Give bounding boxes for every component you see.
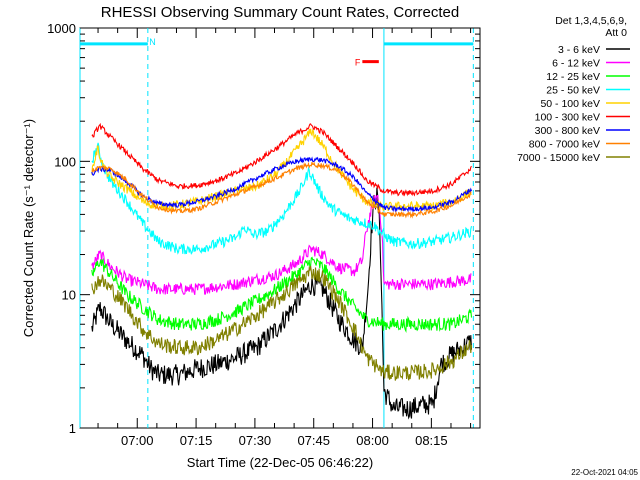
legend-entry-label: 100 - 300 keV [535,112,600,124]
y-axis-label: Corrected Count Rate (s⁻¹ detector⁻¹) [21,119,36,337]
series-line-2 [91,256,473,333]
x-axis-label: Start Time (22-Dec-05 06:46:22) [187,455,373,470]
series-line-1 [91,194,472,295]
legend-header-0: Det 1,3,4,5,6,9, [555,15,627,27]
x-tick-label: 08:15 [415,433,448,448]
legend: Det 1,3,4,5,6,9,Att 0 3 - 6 keV 6 - 12 keV… [517,15,630,164]
axes: 1 10 100 1000 07:00 07:15 07:30 07:45 08:00 08:15 [47,21,480,448]
chart-marks: NF [79,28,474,428]
series-line-5 [91,122,472,197]
x-tick-label: 07:30 [239,433,272,448]
series-line-3 [91,142,473,255]
legend-entry-label: 50 - 100 keV [540,98,600,110]
x-tick-label: 07:45 [297,433,330,448]
legend-entry-label: 300 - 800 keV [535,125,600,137]
legend-entry-label: 6 - 12 keV [552,58,600,70]
legend-entry-label: 12 - 25 keV [546,71,600,83]
legend-entry-label: 7000 - 15000 keV [517,152,600,164]
x-tick-label: 07:15 [180,433,213,448]
timestamp: 22-Oct-2021 04:05 [571,468,638,477]
series-line-0 [91,187,473,420]
chart-title: RHESSI Observing Summary Count Rates, Co… [101,4,459,21]
series-line-8 [91,265,473,381]
legend-header-1: Att 0 [605,27,627,39]
x-tick-label: 08:00 [356,433,389,448]
plot-frame [79,27,481,429]
y-tick-label: 10 [62,288,76,303]
y-tick-label: 100 [54,154,76,169]
annotation-0: N [149,37,156,47]
series-line-6 [91,156,473,213]
legend-entry-label: 25 - 50 keV [546,85,600,97]
y-tick-label: 1 [69,421,76,436]
legend-entry-label: 800 - 7000 keV [529,139,600,151]
series-line-7 [91,161,472,219]
legend-entry-label: 3 - 6 keV [558,44,600,56]
y-tick-label: 1000 [47,21,76,36]
x-tick-label: 07:00 [121,433,154,448]
annotation-1: F [355,58,361,68]
